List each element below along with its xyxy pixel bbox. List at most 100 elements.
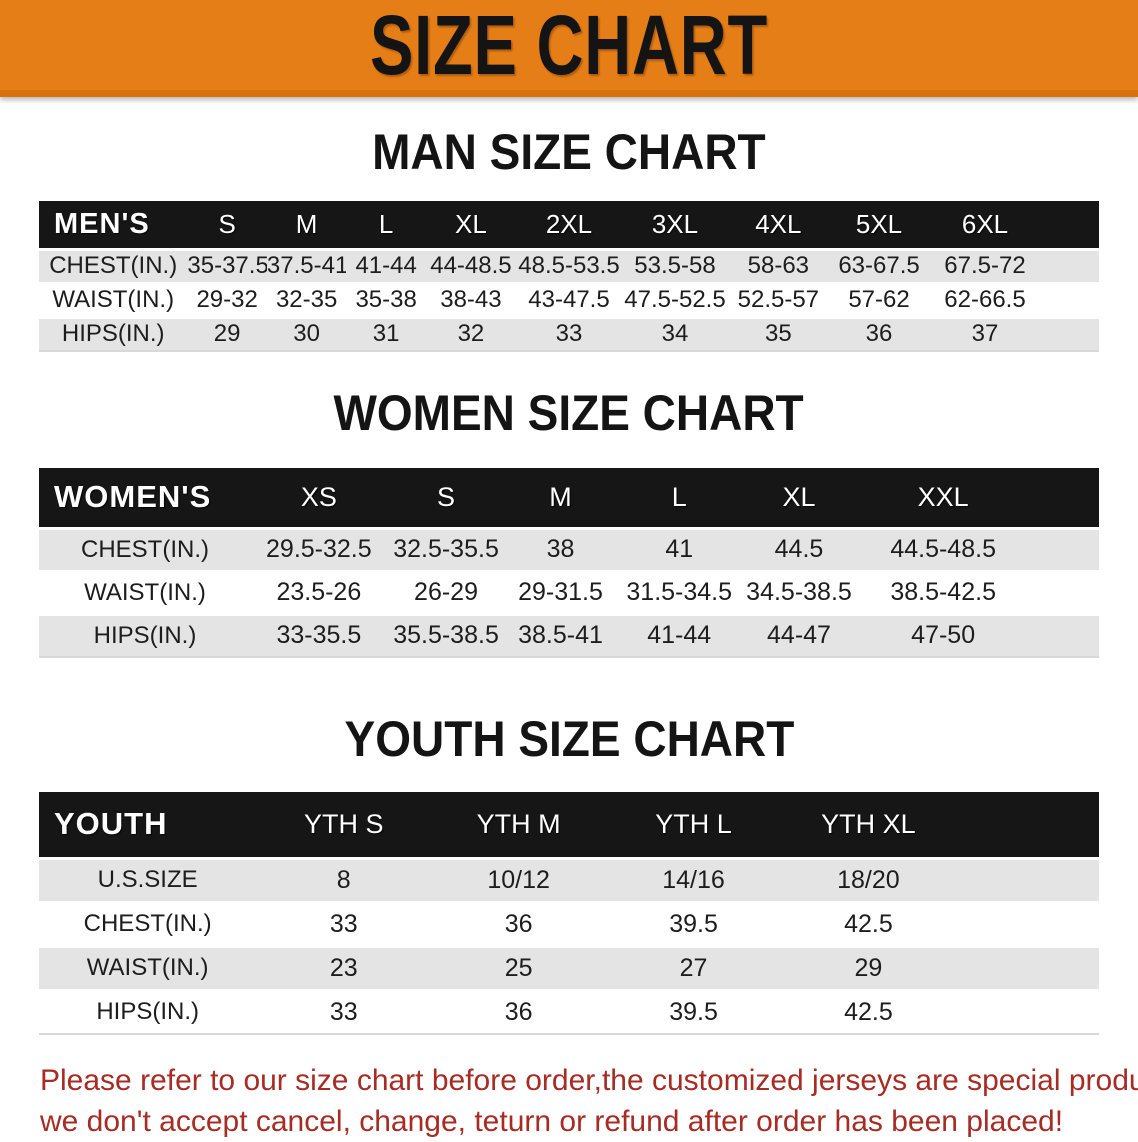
size-cell: 44.5 [743, 528, 855, 571]
column-header: S [187, 201, 267, 249]
size-cell: 35.5-38.5 [387, 614, 506, 657]
size-cell: 25 [431, 946, 606, 990]
row-spacer [1041, 283, 1099, 317]
size-cell: 27 [606, 946, 781, 990]
size-cell: 36 [431, 990, 606, 1034]
men-section-heading: MAN SIZE CHART [0, 127, 1138, 177]
row-spacer [956, 946, 1099, 990]
size-cell: 41-44 [346, 249, 426, 283]
column-header: YTH S [256, 792, 431, 858]
size-chart-banner: SIZE CHART [0, 0, 1138, 97]
size-cell: 41 [616, 528, 743, 571]
row-label: HIPS(IN.) [39, 614, 251, 657]
size-cell: 39.5 [606, 990, 781, 1034]
size-cell: 67.5-72 [929, 249, 1040, 283]
row-label: CHEST(IN.) [39, 249, 187, 283]
size-cell: 31.5-34.5 [616, 571, 743, 614]
size-cell: 36 [829, 317, 930, 351]
size-cell: 23.5-26 [251, 571, 387, 614]
size-cell: 34.5-38.5 [743, 571, 855, 614]
row-spacer [956, 902, 1099, 946]
table-title: YOUTH [39, 792, 256, 858]
size-cell: 63-67.5 [829, 249, 930, 283]
size-cell: 18/20 [781, 858, 956, 902]
column-header: L [616, 468, 743, 528]
row-label: CHEST(IN.) [39, 528, 251, 571]
size-cell: 44-48.5 [426, 249, 516, 283]
size-cell: 33 [516, 317, 622, 351]
size-cell: 29.5-32.5 [251, 528, 387, 571]
size-cell: 37.5-41 [267, 249, 347, 283]
size-cell: 32.5-35.5 [387, 528, 506, 571]
size-cell: 33 [256, 990, 431, 1034]
size-cell: 8 [256, 858, 431, 902]
row-spacer [1041, 249, 1099, 283]
size-cell: 36 [431, 902, 606, 946]
size-cell: 29 [781, 946, 956, 990]
row-label: WAIST(IN.) [39, 283, 187, 317]
column-header: 4XL [728, 201, 829, 249]
row-label: WAIST(IN.) [39, 946, 256, 990]
size-cell: 10/12 [431, 858, 606, 902]
size-cell: 29-32 [187, 283, 267, 317]
size-cell: 44.5-48.5 [855, 528, 1031, 571]
size-cell: 29 [187, 317, 267, 351]
column-header: 6XL [929, 201, 1040, 249]
youth-section-heading: YOUTH SIZE CHART [0, 714, 1138, 764]
size-cell: 41-44 [616, 614, 743, 657]
size-cell: 26-29 [387, 571, 506, 614]
size-cell: 42.5 [781, 902, 956, 946]
size-cell: 33-35.5 [251, 614, 387, 657]
column-header: S [387, 468, 506, 528]
women-section-heading: WOMEN SIZE CHART [0, 388, 1138, 438]
banner-title: SIZE CHART [343, 3, 795, 87]
column-header: XL [426, 201, 516, 249]
size-cell: 23 [256, 946, 431, 990]
size-cell: 14/16 [606, 858, 781, 902]
size-cell: 29-31.5 [505, 571, 615, 614]
row-spacer [956, 858, 1099, 902]
row-label: U.S.SIZE [39, 858, 256, 902]
table-title: WOMEN'S [39, 468, 251, 528]
column-header: YTH L [606, 792, 781, 858]
table-title: MEN'S [39, 201, 187, 249]
column-header: 3XL [622, 201, 728, 249]
size-cell: 32-35 [267, 283, 347, 317]
size-cell: 58-63 [728, 249, 829, 283]
size-cell: 35-38 [346, 283, 426, 317]
size-cell: 57-62 [829, 283, 930, 317]
row-spacer [1041, 317, 1099, 351]
order-disclaimer: Please refer to our size chart before or… [40, 1061, 1110, 1142]
row-label: CHEST(IN.) [39, 902, 256, 946]
size-cell: 52.5-57 [728, 283, 829, 317]
size-cell: 47-50 [855, 614, 1031, 657]
size-cell: 35 [728, 317, 829, 351]
size-cell: 62-66.5 [929, 283, 1040, 317]
column-header: XXL [855, 468, 1031, 528]
column-header: L [346, 201, 426, 249]
size-cell: 33 [256, 902, 431, 946]
disclaimer-line-1: Please refer to our size chart before or… [40, 1061, 1110, 1102]
header-spacer [1031, 468, 1099, 528]
row-spacer [1031, 571, 1099, 614]
size-cell: 31 [346, 317, 426, 351]
size-cell: 30 [267, 317, 347, 351]
column-header: 5XL [829, 201, 930, 249]
row-label: HIPS(IN.) [39, 990, 256, 1034]
size-cell: 53.5-58 [622, 249, 728, 283]
